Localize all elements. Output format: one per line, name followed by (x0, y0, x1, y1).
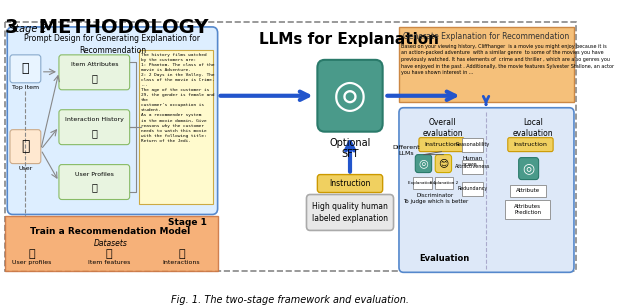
FancyBboxPatch shape (415, 155, 431, 172)
FancyBboxPatch shape (7, 27, 218, 214)
FancyBboxPatch shape (419, 138, 464, 152)
FancyBboxPatch shape (399, 27, 574, 102)
FancyBboxPatch shape (505, 200, 550, 220)
Text: 👤: 👤 (28, 249, 35, 259)
Text: User: User (19, 166, 33, 171)
Text: Local
evaluation: Local evaluation (513, 118, 554, 138)
Text: High quality human
labeled explanation: High quality human labeled explanation (312, 202, 388, 223)
Text: LLMs for Explanation: LLMs for Explanation (259, 32, 439, 47)
Text: Explanation 1: Explanation 1 (408, 180, 436, 184)
FancyBboxPatch shape (317, 60, 383, 132)
FancyBboxPatch shape (59, 110, 130, 145)
FancyBboxPatch shape (59, 164, 130, 200)
Text: Discriminator
To judge which is better: Discriminator To judge which is better (403, 192, 468, 204)
Text: ◎: ◎ (523, 162, 534, 176)
Text: The history films watched
by the customers are:
1: Phantom. The class of the
mov: The history films watched by the custome… (141, 53, 214, 143)
FancyBboxPatch shape (413, 176, 431, 188)
Text: 👆: 👆 (178, 249, 185, 259)
Text: Explanation 2: Explanation 2 (430, 180, 458, 184)
Text: Reasonablility: Reasonablility (455, 142, 490, 147)
Text: Optional
SFT: Optional SFT (330, 138, 371, 159)
Text: Stage 1: Stage 1 (168, 218, 207, 228)
Text: Instruction: Instruction (513, 142, 547, 147)
FancyBboxPatch shape (317, 175, 383, 192)
Text: Different
LLMs: Different LLMs (392, 145, 420, 156)
Text: Redundancy: Redundancy (458, 186, 488, 191)
Text: Interaction History: Interaction History (65, 117, 124, 122)
Text: Fig. 1. The two-stage framework and evaluation.: Fig. 1. The two-stage framework and eval… (171, 295, 409, 305)
Text: Interactions: Interactions (163, 260, 200, 265)
Text: Generate Explanation for Recommendation: Generate Explanation for Recommendation (403, 32, 569, 41)
Text: Attribute: Attribute (516, 188, 540, 193)
FancyBboxPatch shape (463, 138, 483, 152)
Text: 🏷: 🏷 (92, 73, 97, 83)
Text: 😊: 😊 (438, 159, 449, 168)
Text: 3   METHODOLOGY: 3 METHODOLOGY (4, 18, 208, 37)
FancyBboxPatch shape (508, 138, 553, 152)
Text: Item Attributes: Item Attributes (70, 62, 118, 67)
FancyBboxPatch shape (463, 181, 483, 196)
Text: User profiles: User profiles (12, 260, 51, 265)
FancyBboxPatch shape (10, 130, 41, 164)
Text: 🎬: 🎬 (92, 128, 97, 138)
Text: Attributes
Prediction: Attributes Prediction (514, 204, 541, 215)
FancyBboxPatch shape (518, 158, 539, 180)
Text: User Profiles: User Profiles (75, 172, 114, 176)
Text: 🛒: 🛒 (22, 62, 29, 75)
Text: Attractiveness: Attractiveness (455, 164, 490, 169)
Text: Stage 2: Stage 2 (9, 24, 47, 34)
Text: Human
score: Human score (463, 156, 483, 167)
Text: Evaluation: Evaluation (419, 254, 469, 263)
FancyBboxPatch shape (4, 217, 218, 271)
FancyBboxPatch shape (139, 50, 213, 205)
Text: Based on your viewing history, Cliffhanger  is a movie you might enjoy because i: Based on your viewing history, Cliffhang… (401, 44, 614, 75)
FancyBboxPatch shape (399, 108, 574, 272)
Text: ◎: ◎ (419, 159, 428, 168)
FancyBboxPatch shape (435, 155, 452, 172)
FancyBboxPatch shape (509, 184, 546, 197)
Text: Item features: Item features (88, 260, 130, 265)
Text: 👤: 👤 (21, 140, 29, 154)
Text: Instruction: Instruction (330, 179, 371, 188)
FancyBboxPatch shape (435, 176, 453, 188)
FancyBboxPatch shape (307, 195, 394, 230)
Text: Datasets: Datasets (93, 239, 127, 249)
Text: 💼: 💼 (92, 183, 97, 192)
FancyBboxPatch shape (463, 160, 483, 174)
Text: 🖼: 🖼 (106, 249, 112, 259)
Text: Top Item: Top Item (12, 85, 39, 90)
Text: Overall
evaluation: Overall evaluation (422, 118, 463, 138)
Text: Instruction: Instruction (425, 142, 458, 147)
Bar (4, 22, 576, 271)
FancyBboxPatch shape (59, 55, 130, 90)
FancyBboxPatch shape (10, 55, 41, 83)
Text: Train a Recommendation Model: Train a Recommendation Model (31, 227, 191, 237)
Text: ◎: ◎ (333, 77, 367, 115)
Text: Prompt Design for Generating Explanation for
Recommendation: Prompt Design for Generating Explanation… (24, 34, 200, 55)
